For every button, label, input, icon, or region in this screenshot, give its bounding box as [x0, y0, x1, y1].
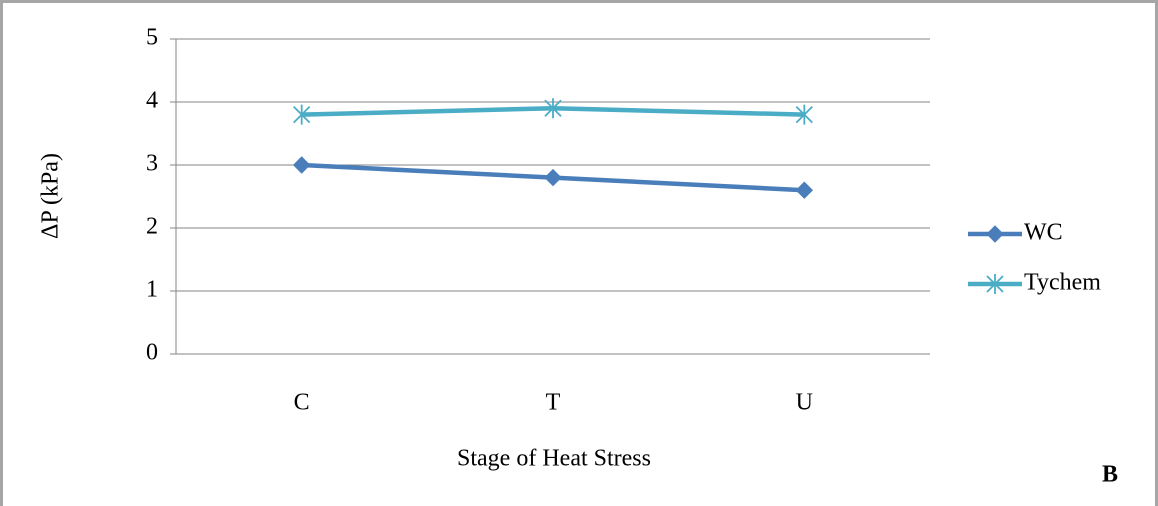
marker [795, 181, 814, 199]
marker [544, 98, 562, 119]
y-tick-label: 5 [146, 25, 158, 51]
y-tick-label: 2 [146, 214, 158, 240]
legend-marker [986, 225, 1004, 243]
y-tick-label: 3 [146, 151, 158, 177]
y-axis-label: ΔP (kPa) [38, 153, 64, 239]
y-tick-label: 1 [146, 277, 158, 303]
marker [795, 104, 813, 125]
legend-marker [986, 274, 1004, 294]
marker [544, 168, 562, 187]
x-tick-label: T [546, 390, 561, 416]
y-tick-label: 4 [146, 88, 158, 114]
legend-label: Tychem [1024, 270, 1101, 296]
x-axis-label: Stage of Heat Stress [457, 446, 651, 472]
legend-label: WC [1024, 220, 1063, 246]
x-tick-label: C [294, 390, 310, 416]
y-tick-label: 0 [146, 340, 158, 366]
annotation: B [1102, 462, 1118, 488]
marker [293, 104, 311, 125]
x-tick-label: U [796, 390, 813, 416]
marker [292, 156, 311, 174]
